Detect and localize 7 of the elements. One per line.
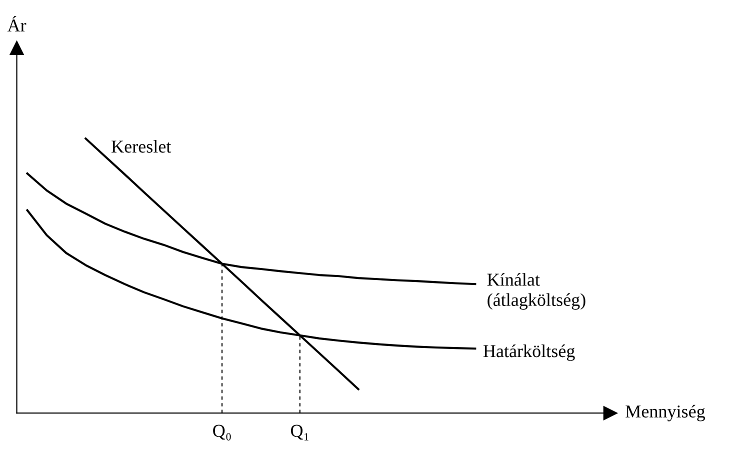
text: Mennyiség	[626, 404, 706, 422]
text: Ár	[7, 16, 26, 32]
series-label: Kereslet	[112, 140, 172, 153]
x-tick-label: Q₀	[213, 424, 231, 440]
x-tick-label: Q₁	[290, 424, 308, 440]
series-label: Kínálat (átlagköltség)	[487, 273, 586, 310]
series-label: Határköltség	[483, 344, 575, 361]
